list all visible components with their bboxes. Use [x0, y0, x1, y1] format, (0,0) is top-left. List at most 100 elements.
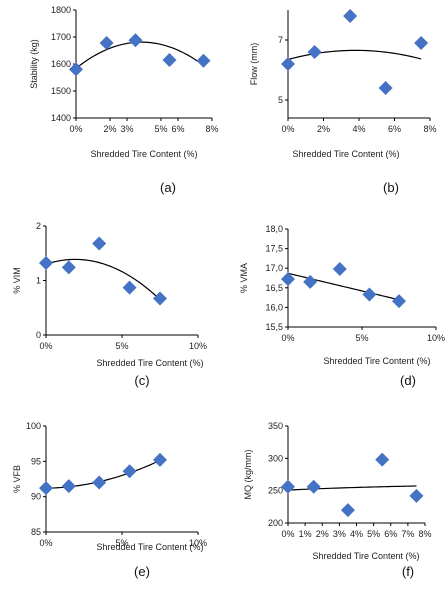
panel-label: (b): [383, 180, 399, 195]
data-point: [307, 45, 322, 59]
y-tick-label: 15,5: [265, 322, 283, 332]
chart-panel: 5 7 0% 2% 4% 6% 8% Shredded Tire Content (%) Flo…: [249, 9, 437, 195]
x-tick-label: 10%: [427, 333, 445, 343]
y-tick-label: 100: [26, 421, 41, 431]
y-tick-label: 250: [268, 486, 283, 496]
x-axis-label: Shredded Tire Content (%): [96, 542, 203, 552]
y-tick-label: 200: [268, 518, 283, 528]
y-tick-label: 1500: [51, 86, 71, 96]
y-tick-label: 0: [36, 330, 41, 340]
x-tick-label: 3%: [120, 124, 133, 134]
x-tick-label: 2%: [103, 124, 116, 134]
x-tick-label: 6%: [388, 124, 401, 134]
data-point: [153, 291, 167, 306]
data-point: [153, 452, 167, 467]
x-tick-label: 0%: [39, 538, 52, 548]
data-point: [39, 256, 53, 271]
x-tick-label: 5%: [367, 529, 380, 539]
data-point: [414, 36, 429, 50]
y-axis-label: % VMA: [239, 263, 249, 293]
x-tick-label: 8%: [423, 124, 436, 134]
x-axis-label: Shredded Tire Content (%): [292, 149, 399, 159]
y-tick-label: 1: [36, 276, 41, 286]
chart-panel: 200 250 300 350 0% 1% 2% 3% 4% 5% 6% 7% 8% Shredded T…: [243, 421, 432, 579]
panel-label: (f): [402, 564, 414, 579]
x-tick-label: 8%: [418, 529, 431, 539]
panel-label: (d): [400, 373, 416, 388]
x-axis-label: Shredded Tire Content (%): [90, 149, 197, 159]
data-point: [162, 52, 177, 67]
chart-panel: 15,5 16,0 16,5 17,0 17,5 18,0 0% 5% 10% Shredded …: [239, 224, 445, 388]
data-point: [362, 287, 377, 302]
data-point: [332, 261, 347, 276]
data-point: [281, 57, 295, 71]
y-axis-label: % VIM: [12, 267, 22, 294]
trendline: [75, 41, 204, 69]
data-point: [303, 274, 318, 289]
x-tick-label: 8%: [205, 124, 218, 134]
x-tick-label: 10%: [189, 538, 207, 548]
x-tick-label: 1%: [299, 529, 312, 539]
data-point: [281, 272, 295, 287]
y-axis-label: Stability (kg): [29, 39, 39, 89]
x-tick-label: 3%: [333, 529, 346, 539]
panel-label: (c): [134, 373, 149, 388]
panel-label: (a): [160, 180, 176, 195]
data-point: [340, 503, 355, 518]
y-tick-label: 17,5: [265, 244, 283, 254]
y-tick-label: 16,0: [265, 302, 283, 312]
x-tick-label: 0%: [39, 341, 52, 351]
x-tick-label: 6%: [171, 124, 184, 134]
x-tick-label: 5%: [355, 333, 368, 343]
data-point: [61, 260, 76, 275]
data-point: [409, 488, 424, 503]
data-point: [196, 53, 211, 68]
y-tick-label: 18,0: [265, 224, 283, 234]
x-tick-label: 2%: [317, 124, 330, 134]
data-point: [61, 479, 76, 494]
data-point: [92, 475, 107, 490]
x-axis-label: Shredded Tire Content (%): [96, 358, 203, 368]
chart-panel: 1400 1500 1600 1700 1800 0% 2% 3% 5% 6% 8% Shredded…: [29, 5, 219, 195]
data-point: [392, 294, 406, 309]
data-point: [128, 33, 143, 48]
data-point: [378, 81, 393, 95]
x-tick-label: 5%: [115, 341, 128, 351]
x-tick-label: 2%: [316, 529, 329, 539]
y-axis-label: MQ (kg/mm): [243, 450, 253, 500]
x-axis-label: Shredded Tire Content (%): [323, 356, 430, 366]
x-tick-label: 5%: [115, 538, 128, 548]
x-tick-label: 7%: [401, 529, 414, 539]
panel-label: (e): [134, 564, 150, 579]
data-point: [281, 479, 295, 494]
y-tick-label: 16,5: [265, 283, 283, 293]
y-tick-label: 7: [278, 35, 283, 45]
x-tick-label: 0%: [281, 529, 294, 539]
x-tick-label: 5%: [154, 124, 167, 134]
data-point: [343, 9, 358, 23]
y-tick-label: 85: [31, 527, 41, 537]
x-tick-label: 10%: [189, 341, 207, 351]
data-point: [306, 479, 321, 494]
data-point: [122, 280, 137, 295]
x-tick-label: 6%: [384, 529, 397, 539]
x-tick-label: 0%: [281, 333, 294, 343]
y-tick-label: 1800: [51, 5, 71, 15]
y-tick-label: 1600: [51, 59, 71, 69]
y-tick-label: 5: [278, 95, 283, 105]
chart-panel: 85 90 95 100 0% 5% 10%Shredded Tire Content (%…: [12, 421, 207, 579]
y-tick-label: 350: [268, 421, 283, 431]
x-axis-label: Shredded Tire Content (%): [312, 551, 419, 561]
y-tick-label: 300: [268, 453, 283, 463]
y-axis-label: % VFB: [12, 465, 22, 493]
trendline: [45, 258, 161, 301]
data-point: [92, 236, 107, 251]
y-tick-label: 1700: [51, 32, 71, 42]
x-tick-label: 4%: [352, 124, 365, 134]
chart-panel: 0 1 2 0% 5% 10% Shredded Tire Content (%) % VIM…: [12, 221, 207, 388]
y-tick-label: 95: [31, 456, 41, 466]
data-point: [375, 452, 390, 467]
x-tick-label: 0%: [281, 124, 294, 134]
y-tick-label: 17,0: [265, 263, 283, 273]
